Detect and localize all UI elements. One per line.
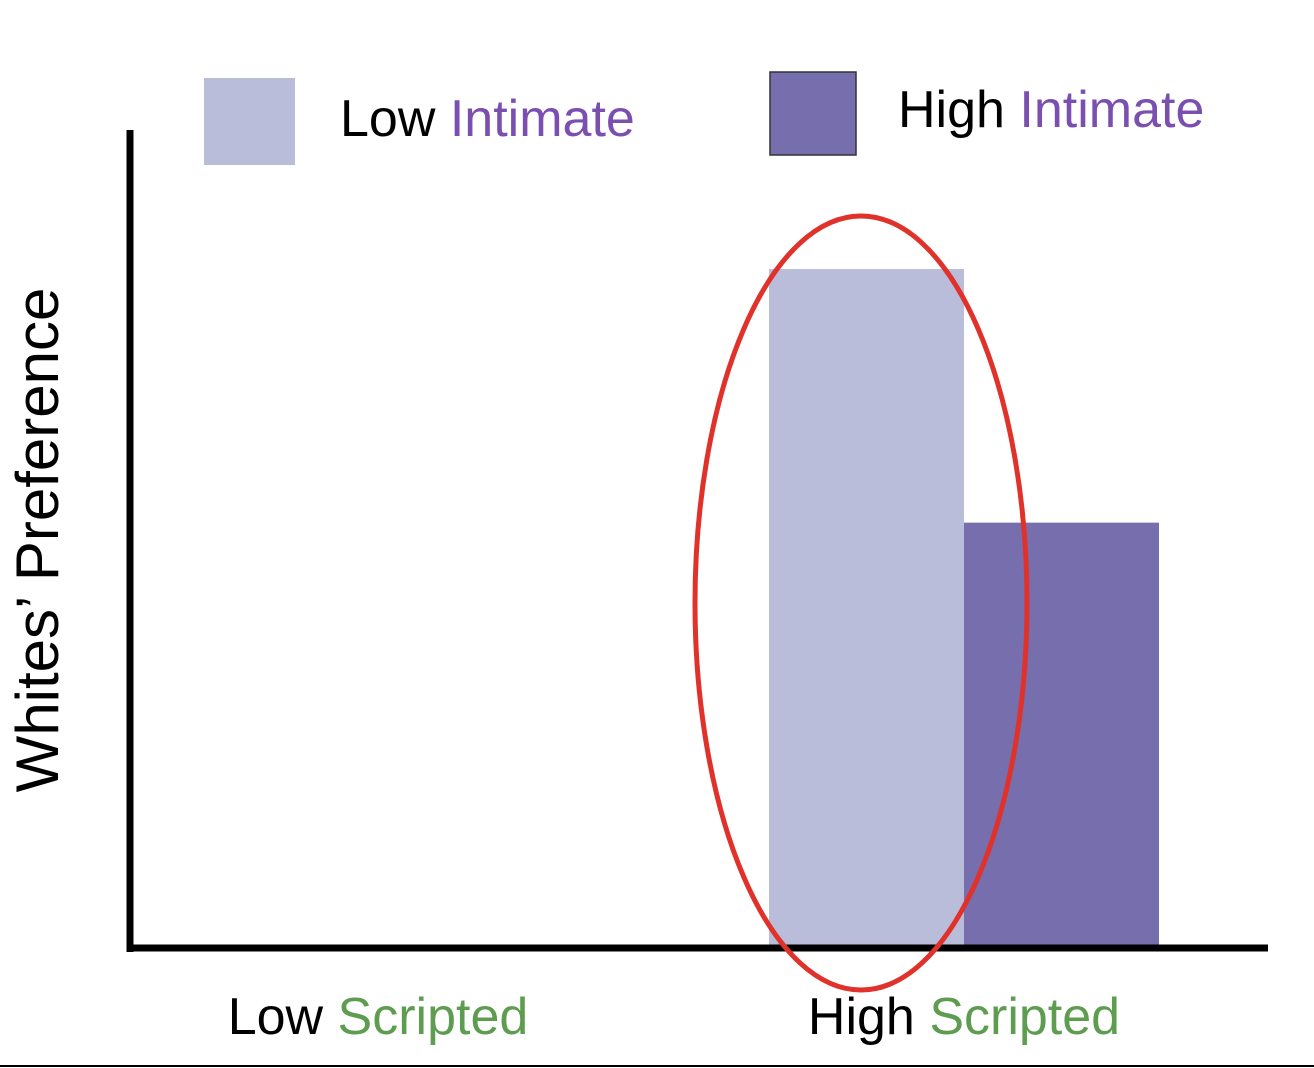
x-tick-label: High Scripted — [808, 988, 1120, 1046]
highlight-ellipse — [692, 213, 1030, 993]
bar — [964, 522, 1159, 948]
legend-label: High Intimate — [898, 81, 1204, 139]
bar — [769, 269, 964, 948]
legend-label: Low Intimate — [340, 90, 635, 148]
legend-swatch — [204, 78, 295, 165]
x-tick-label: Low Scripted — [228, 988, 529, 1046]
y-axis-label: Whites’ Preference — [4, 288, 71, 793]
legend-swatch — [769, 71, 857, 156]
